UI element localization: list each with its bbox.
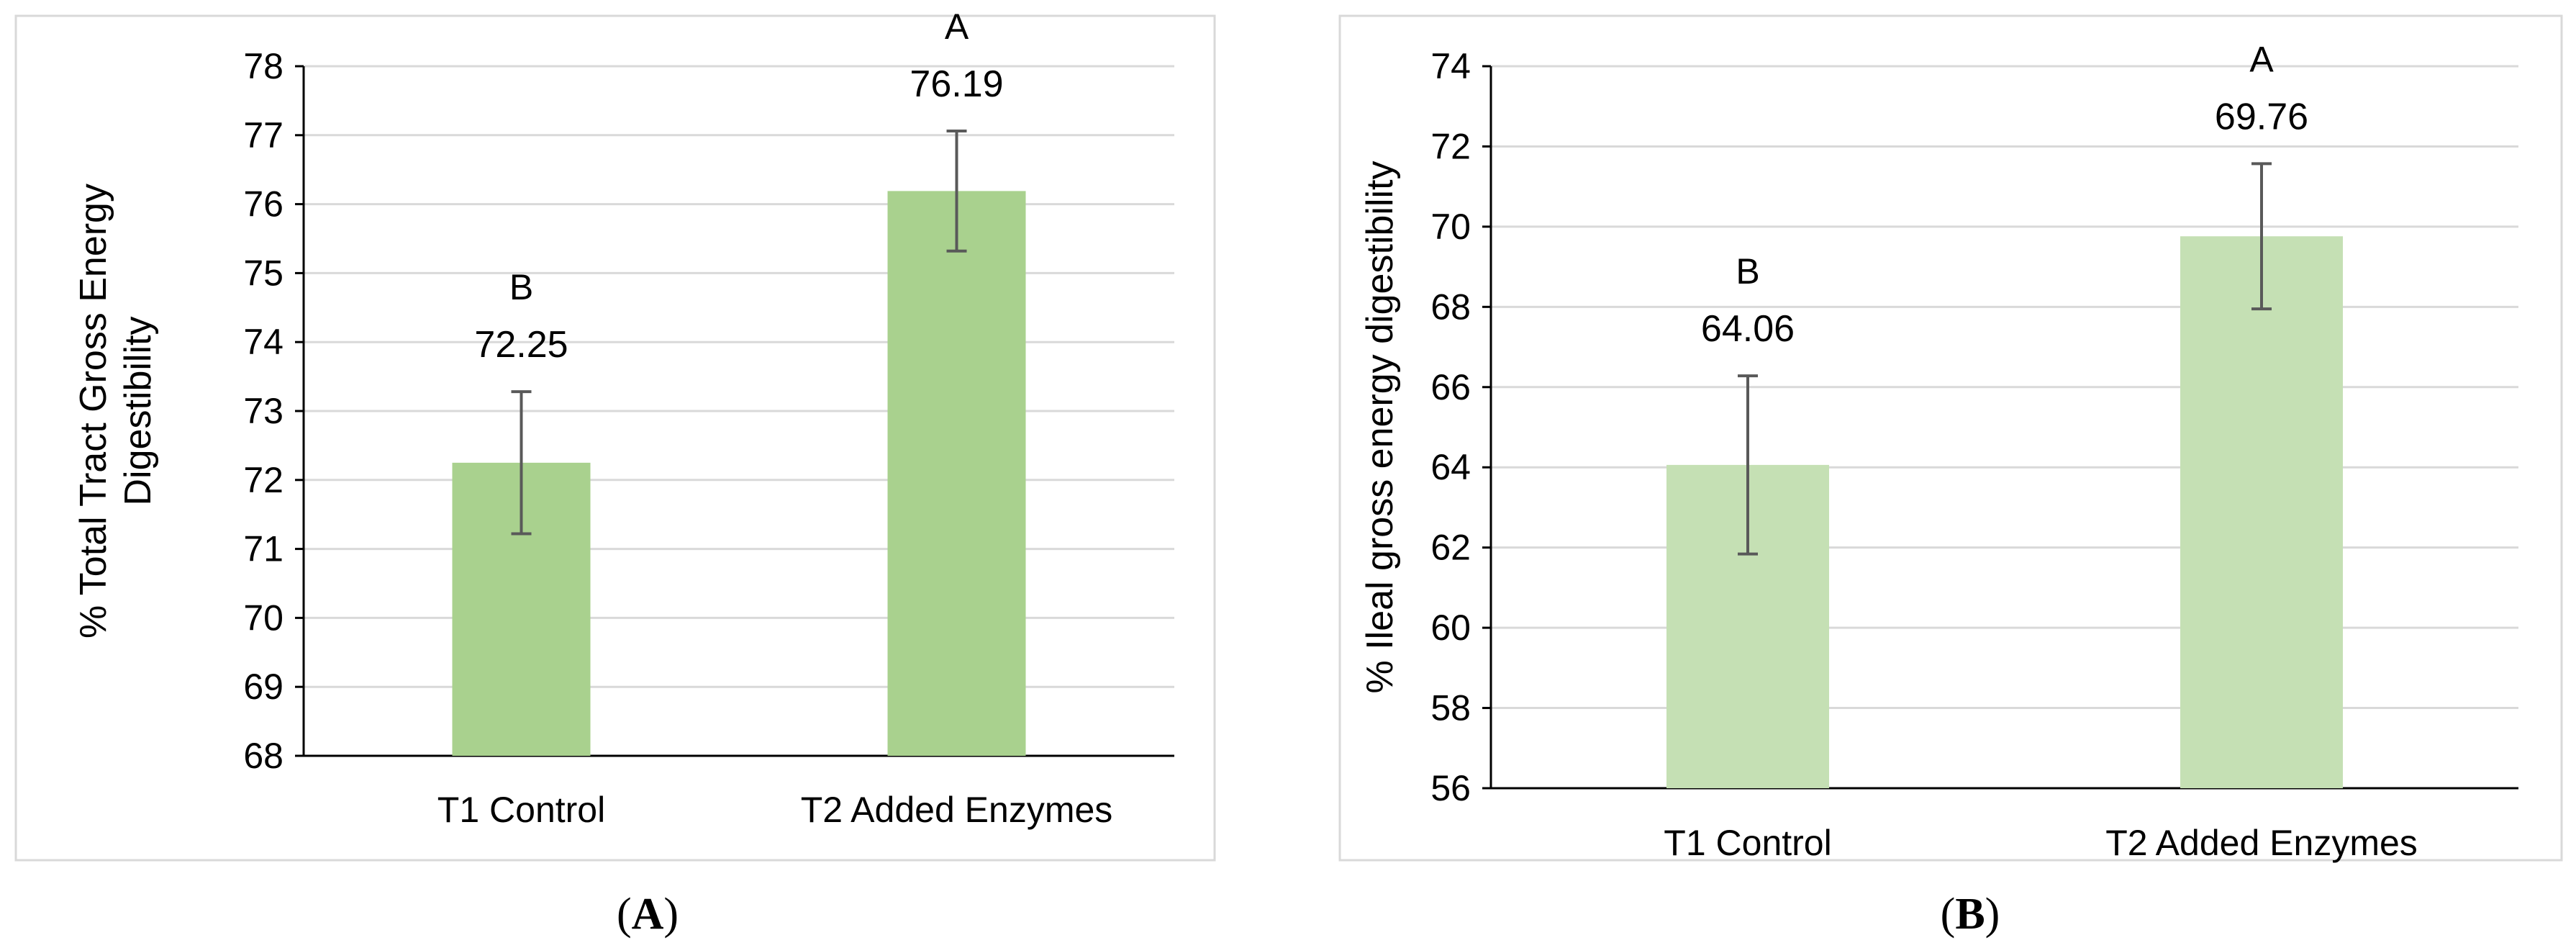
- y-tick-label: 70: [1430, 207, 1471, 247]
- y-axis-title-line: % Total Tract Gross Energy: [73, 184, 114, 638]
- x-tick-label: T2 Added Enzymes: [801, 790, 1113, 830]
- y-tick-label: 69: [243, 667, 284, 707]
- chart-panel-b: 56 58 60 62 64 66 68 70 72 74 % Ileal gross energy…: [1338, 14, 2563, 939]
- x-tick-label: T1 Control: [437, 790, 605, 830]
- bar-2: [2180, 236, 2343, 788]
- x-tick-label: T2 Added Enzymes: [2105, 823, 2418, 863]
- panel-caption: (B): [1941, 890, 2000, 939]
- y-tick-label: 73: [243, 391, 284, 431]
- y-axis-title: % Total Tract Gross EnergyDigestibility: [73, 184, 159, 638]
- y-tick-label: 72: [243, 460, 284, 500]
- data-label: 72.25: [474, 324, 568, 366]
- y-tick-label: 66: [1430, 367, 1471, 407]
- y-tick-label: 68: [1430, 286, 1471, 327]
- data-label: 76.19: [910, 63, 1003, 105]
- y-tick-label: 74: [1430, 46, 1471, 86]
- chart-frame: [1338, 14, 2563, 862]
- y-axis-title-line: Digestibility: [117, 317, 159, 506]
- y-tick-label: 68: [243, 736, 284, 776]
- y-axis-title: % Ileal gross energy digestibility: [1359, 161, 1401, 694]
- significance-letter: B: [509, 267, 533, 307]
- y-tick-label: 58: [1430, 688, 1471, 728]
- y-tick-label: 71: [243, 529, 284, 569]
- y-axis-title-line: % Ileal gross energy digestibility: [1359, 161, 1401, 694]
- y-tick-label: 72: [1430, 126, 1471, 166]
- panel-label: A: [632, 890, 664, 939]
- data-label: 69.76: [2215, 96, 2308, 137]
- chart-frame: [14, 14, 1216, 862]
- y-tick-label: 70: [243, 597, 284, 638]
- y-tick-label: 78: [243, 46, 284, 86]
- significance-letter: A: [945, 6, 969, 47]
- y-tick-label: 64: [1430, 447, 1471, 487]
- y-tick-label: 77: [243, 115, 284, 155]
- y-tick-label: 76: [243, 184, 284, 225]
- panel-caption: (A): [617, 890, 679, 939]
- caption-paren-close: ): [1985, 890, 2000, 939]
- caption-paren-open: (: [1941, 890, 1956, 939]
- significance-letter: B: [1736, 251, 1759, 292]
- y-tick-label: 56: [1430, 768, 1471, 808]
- significance-letter: A: [2249, 39, 2274, 79]
- caption-paren-close: ): [663, 890, 679, 939]
- bar-2: [887, 191, 1026, 756]
- y-tick-label: 62: [1430, 528, 1471, 568]
- panel-label: B: [1955, 890, 1985, 939]
- x-tick-label: T1 Control: [1664, 823, 1831, 863]
- y-tick-label: 74: [243, 322, 284, 362]
- data-label: 64.06: [1701, 308, 1795, 350]
- y-tick-label: 60: [1430, 608, 1471, 648]
- caption-paren-open: (: [617, 890, 632, 939]
- y-tick-label: 75: [243, 253, 284, 293]
- chart-panel-a: 68 69 70 71 72 73 74 75 76 77 78 % Total Tract Gros…: [14, 6, 1216, 939]
